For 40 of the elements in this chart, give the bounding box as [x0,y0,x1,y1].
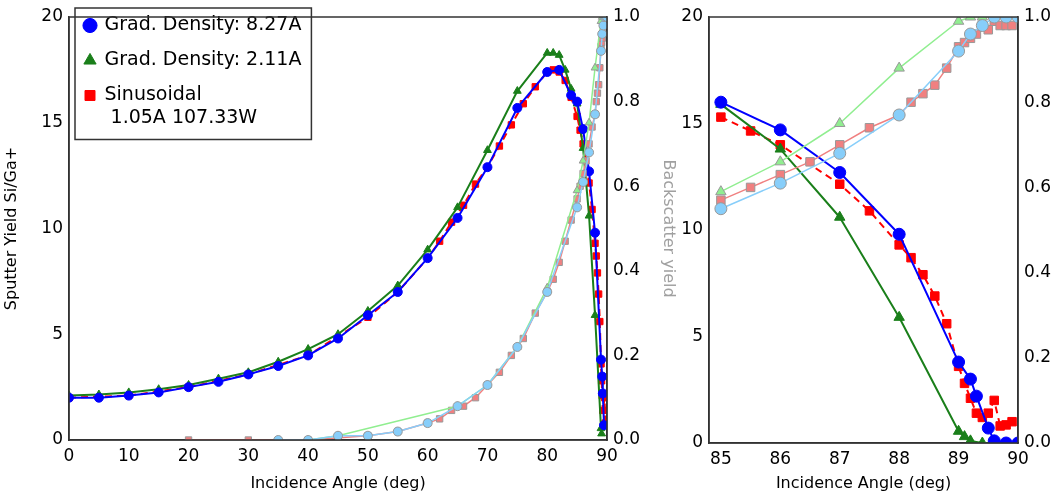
y2-tick-label: 0.4 [613,259,641,280]
y2-tick-label: 0.6 [1024,175,1052,196]
y2-tick-label: 0.6 [613,174,641,195]
x-tick-label: 10 [117,444,140,465]
legend-label: Sinusoidal 1.05A 107.33W [104,82,258,128]
y2-tick-label: 0.4 [1024,261,1052,282]
x-tick-label: 50 [357,444,379,465]
y2-tick-label: 0.8 [613,90,641,111]
x-tick-label: 30 [237,444,260,465]
y-tick-label: 0 [52,428,63,449]
x-tick-label: 80 [536,444,559,465]
y-tick-label: 10 [41,216,63,237]
x-tick-label: 87 [828,447,851,468]
x-tick-label: 86 [769,447,792,468]
legend-label: Grad. Density: 8.27A [104,12,302,35]
y-tick-label: 20 [681,5,703,26]
y-tick-label: 5 [692,324,703,345]
x-axis-title: Incidence Angle (deg) [250,472,426,492]
y-tick-label: 15 [41,111,63,132]
legend-label: Grad. Density: 2.11A [104,47,302,70]
y-tick-label: 20 [41,5,63,26]
y2-axis-title: Backscatter yield [660,159,680,298]
y2-tick-label: 0.8 [1024,90,1052,111]
y-axis-title: Sputter Yield Si/Ga+ [0,146,20,311]
x-tick-label: 70 [476,444,499,465]
y-tick-label: 15 [681,111,703,132]
y2-tick-label: 0.2 [1024,346,1052,367]
y-tick-label: 0 [692,431,703,452]
y2-tick-label: 1.0 [613,5,641,26]
x-tick-label: 88 [888,447,910,468]
x-tick-label: 20 [177,444,200,465]
y-tick-label: 5 [52,322,63,343]
x-tick-label: 60 [416,444,439,465]
y-tick-label: 10 [681,218,703,239]
y2-tick-label: 0.2 [613,343,641,364]
x-tick-label: 40 [297,444,319,465]
y2-tick-label: 1.0 [1024,5,1052,26]
x-axis-title: Incidence Angle (deg) [775,472,952,492]
x-tick-label: 85 [710,447,732,468]
x-tick-label: 89 [947,447,970,468]
